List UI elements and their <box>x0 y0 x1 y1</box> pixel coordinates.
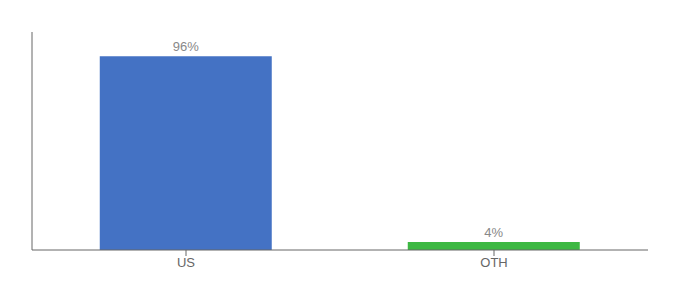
svg-text:96%: 96% <box>173 39 199 54</box>
svg-text:US: US <box>177 255 195 270</box>
svg-text:OTH: OTH <box>480 255 507 270</box>
svg-text:4%: 4% <box>484 225 503 240</box>
